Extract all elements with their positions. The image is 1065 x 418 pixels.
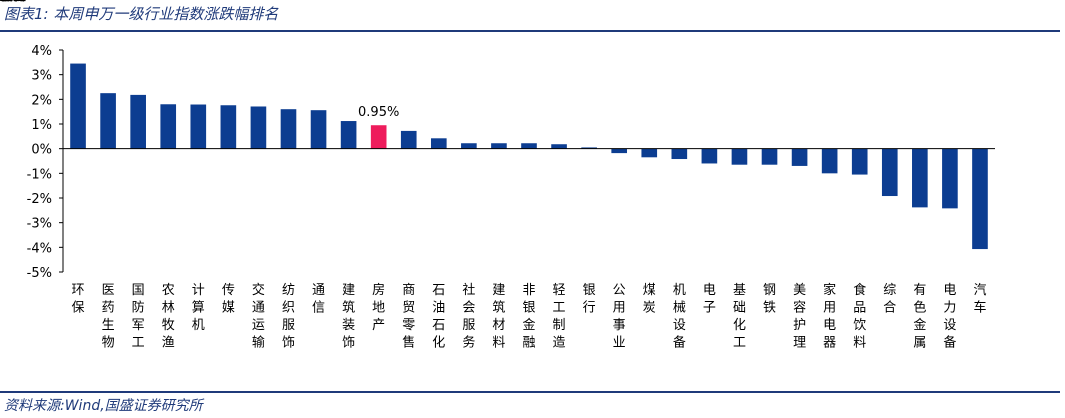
figure-source: 资料来源:Wind,国盛证券研究所 xyxy=(4,398,203,414)
x-tick-label: 电子电子 xyxy=(0,0,716,316)
bar xyxy=(280,109,297,149)
bar xyxy=(430,138,447,149)
bar xyxy=(461,143,477,149)
bar xyxy=(791,148,808,166)
bar xyxy=(400,130,417,149)
x-axis: 环保环保医药生物医药生物国防军工国防军工农林牧渔农林牧渔计算机计算机传媒传媒交通… xyxy=(0,0,995,351)
y-axis: 4% 3% 2% 1% 0% -1% -2% -3% -4% -5% xyxy=(27,44,64,281)
bar xyxy=(190,104,207,149)
bottom-rule xyxy=(0,391,1060,393)
bar xyxy=(100,93,116,149)
bar xyxy=(220,105,237,149)
bar xyxy=(671,148,688,160)
bar xyxy=(250,106,267,149)
bar xyxy=(130,94,146,149)
bar xyxy=(972,148,988,250)
bar xyxy=(942,148,958,209)
bar xyxy=(821,148,838,174)
bar xyxy=(581,147,597,149)
y-tick-label: -2% xyxy=(27,192,52,207)
x-tick-label: 汽车汽车 xyxy=(0,0,986,316)
y-tick-label: -4% xyxy=(27,241,52,256)
x-tick-label: 钢铁钢铁 xyxy=(0,0,776,316)
y-tick-label: 1% xyxy=(31,118,52,133)
y-tick-label: -3% xyxy=(27,217,52,232)
bar xyxy=(912,148,928,208)
bar xyxy=(701,148,718,164)
bar xyxy=(310,110,327,149)
x-tick-label: 建筑装饰建筑装饰 xyxy=(0,0,355,351)
y-tick-label: 0% xyxy=(31,143,52,158)
y-tick-label: -5% xyxy=(27,266,52,281)
data-label: 0.95% xyxy=(358,105,399,120)
bar xyxy=(611,148,628,154)
y-tick-label: -1% xyxy=(27,167,52,182)
bar xyxy=(851,148,868,175)
bar xyxy=(370,125,387,149)
figure-title: 图表1: 本周申万一级行业指数涨跌幅排名 xyxy=(4,5,279,23)
bar xyxy=(731,148,748,165)
data-labels: 0.95% xyxy=(358,105,399,120)
bars xyxy=(70,63,988,250)
y-tick-label: 4% xyxy=(31,44,52,59)
bar xyxy=(160,104,177,149)
bar xyxy=(761,148,778,165)
x-tick-label: 煤炭煤炭 xyxy=(0,0,656,316)
bar-chart: 4% 3% 2% 1% 0% -1% -2% -3% -4% -5% 环保环保医药生物医药生物国防… xyxy=(0,0,995,351)
bar xyxy=(551,144,567,149)
x-tick-label: 医药生物医药生物 xyxy=(0,0,115,351)
y-tick-label: 3% xyxy=(31,69,52,84)
bar xyxy=(641,148,658,158)
y-tick-label: 2% xyxy=(31,93,52,108)
bar xyxy=(521,143,537,149)
bar xyxy=(340,121,357,149)
bar xyxy=(70,63,86,149)
x-tick-label: 银行银行 xyxy=(0,0,596,316)
bar xyxy=(491,143,507,149)
bar xyxy=(881,148,898,197)
top-rule xyxy=(0,30,1060,32)
